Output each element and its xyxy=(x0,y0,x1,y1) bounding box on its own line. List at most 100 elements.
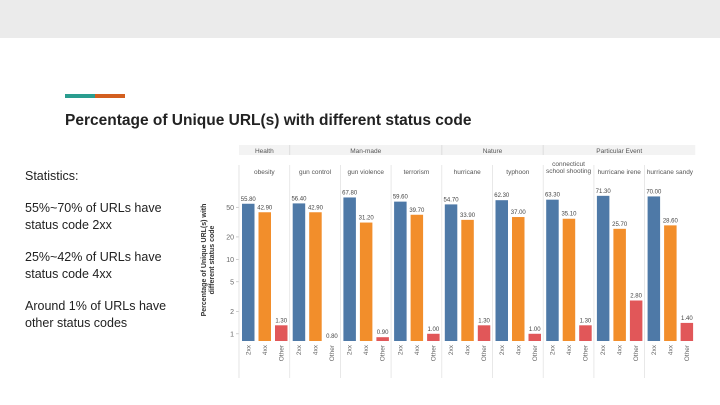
bar-value-label: 37.00 xyxy=(511,210,527,216)
bar-value-label: 63.30 xyxy=(545,193,561,199)
x-tick-label: Other xyxy=(684,344,691,361)
bar-other xyxy=(629,300,643,341)
panel-category-label: connecticut xyxy=(552,161,585,168)
bar-value-label: 42.90 xyxy=(308,205,324,211)
group-header-band xyxy=(239,145,696,155)
bar-value-label: 35.10 xyxy=(561,212,577,218)
bar-4xx xyxy=(309,212,322,341)
panel-category-label: hurricane xyxy=(454,169,481,176)
status-code-chart: Health Man-made Nature Particular Event Perc… xyxy=(201,145,696,378)
x-tick-label: 2xx xyxy=(600,344,607,355)
x-tick-label: 4xx xyxy=(312,344,319,355)
statistic-other: Around 1% of URLs have other status code… xyxy=(25,299,167,330)
bar-value-label: 1.00 xyxy=(428,327,440,333)
x-tick-label: 4xx xyxy=(414,344,421,355)
bar-other xyxy=(477,325,491,341)
y-tick-label: 10 xyxy=(226,257,234,264)
bar-4xx xyxy=(359,222,373,341)
bar-2xx xyxy=(546,199,559,341)
bar-value-label: 0.90 xyxy=(377,330,389,336)
bar-value-label: 56.40 xyxy=(291,196,307,202)
x-tick-label: 4xx xyxy=(667,344,674,355)
bar-other xyxy=(376,337,389,341)
x-tick-label: 4xx xyxy=(617,344,624,355)
bar-4xx xyxy=(258,212,271,341)
x-tick-label: 2xx xyxy=(397,344,404,355)
group-header-label: Particular Event xyxy=(596,148,642,155)
x-tick-label: 4xx xyxy=(515,344,522,355)
y-tick-label: 5 xyxy=(230,279,234,286)
bar-4xx xyxy=(410,214,424,341)
x-tick-label: 2xx xyxy=(245,344,252,355)
top-bar xyxy=(0,0,720,38)
bar-4xx xyxy=(664,225,677,341)
bar-value-label: 39.70 xyxy=(409,208,425,214)
x-tick-label: Other xyxy=(532,344,539,361)
bar-value-label: 28.60 xyxy=(663,218,679,224)
y-tick-label: 50 xyxy=(226,205,234,212)
bar-value-label: 25.70 xyxy=(612,222,628,228)
statistic-2xx: 55%~70% of URLs have status code 2xx xyxy=(25,201,162,232)
bar-value-label: 33.90 xyxy=(460,213,476,219)
x-tick-label: 2xx xyxy=(448,344,455,355)
y-tick-label: 20 xyxy=(226,234,234,241)
x-tick-label: 2xx xyxy=(499,344,506,355)
bar-value-label: 71.30 xyxy=(596,189,612,195)
panel-category-label: terrorism xyxy=(404,169,430,176)
panel-category-label: hurricane irene xyxy=(598,169,642,176)
x-tick-label: 2xx xyxy=(549,344,556,355)
x-tick-label: 2xx xyxy=(651,344,658,355)
bar-value-label: 62.30 xyxy=(494,193,510,199)
bar-4xx xyxy=(562,218,576,341)
y-axis-label: Percentage of Unique URL(s) withdifferen… xyxy=(201,204,216,317)
x-tick-label: Other xyxy=(430,344,437,361)
x-tick-label: Other xyxy=(278,344,285,361)
x-tick-label: Other xyxy=(582,344,589,361)
bar-4xx xyxy=(512,217,525,341)
statistics-panel: Statistics: 55%~70% of URLs have status … xyxy=(25,168,195,347)
y-tick-label: 2 xyxy=(230,309,234,316)
bar-other xyxy=(680,322,694,341)
x-tick-label: Other xyxy=(481,344,488,361)
bar-value-label: 31.20 xyxy=(359,216,375,222)
x-tick-label: Other xyxy=(633,344,640,361)
accent-bar-orange xyxy=(95,94,125,98)
group-header-label: Man-made xyxy=(350,148,381,155)
bar-value-label: 1.30 xyxy=(580,318,592,324)
x-tick-label: 4xx xyxy=(465,344,472,355)
bar-2xx xyxy=(495,200,508,341)
group-header-label: Nature xyxy=(483,148,503,155)
bar-2xx xyxy=(292,203,306,341)
x-tick-label: 4xx xyxy=(566,344,573,355)
x-tick-label: 4xx xyxy=(262,344,269,355)
bar-value-label: 42.90 xyxy=(257,205,273,211)
bar-value-label: 1.00 xyxy=(529,327,541,333)
x-tick-label: 2xx xyxy=(347,344,354,355)
bar-other xyxy=(427,333,440,341)
panel-category-label: obesity xyxy=(254,169,275,176)
x-tick-label: 2xx xyxy=(296,344,303,355)
bar-2xx xyxy=(394,201,407,341)
bar-2xx xyxy=(242,203,255,341)
statistic-4xx: 25%~42% of URLs have status code 4xx xyxy=(25,250,162,281)
bar-value-label: 54.70 xyxy=(444,197,460,203)
bar-4xx xyxy=(613,228,626,341)
y-tick-label: 1 xyxy=(230,331,234,338)
bar-2xx xyxy=(444,204,458,341)
bar-value-label: 2.80 xyxy=(630,293,642,299)
panel-category-label: gun control xyxy=(299,169,332,176)
panel-category-label: typhoon xyxy=(506,169,530,176)
bar-value-label: 1.30 xyxy=(275,318,287,324)
group-header-label: Health xyxy=(255,148,274,155)
bar-value-label: 1.30 xyxy=(478,318,490,324)
bar-value-label: 0.80 xyxy=(326,334,338,340)
bar-other xyxy=(528,333,541,341)
bar-2xx xyxy=(647,196,661,341)
bar-value-label: 59.60 xyxy=(393,195,409,201)
x-tick-label: Other xyxy=(380,344,387,361)
bar-2xx xyxy=(343,197,356,341)
bar-other xyxy=(579,325,592,341)
accent-bar-teal xyxy=(65,94,95,98)
bar-other xyxy=(275,325,288,341)
bar-2xx xyxy=(596,195,610,341)
